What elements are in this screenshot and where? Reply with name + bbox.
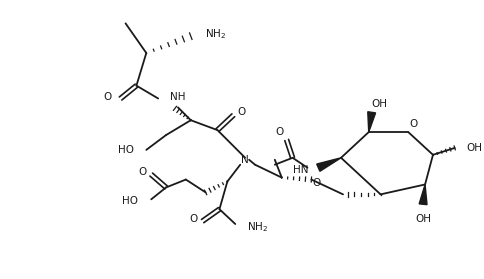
Text: OH: OH	[415, 214, 431, 224]
Text: N: N	[242, 155, 249, 165]
Text: O: O	[190, 214, 198, 224]
Text: HN: HN	[293, 165, 308, 175]
Polygon shape	[419, 184, 427, 205]
Text: OH: OH	[467, 143, 483, 153]
Text: NH$_2$: NH$_2$	[205, 27, 226, 41]
Text: NH$_2$: NH$_2$	[247, 220, 268, 234]
Text: OH: OH	[372, 99, 388, 109]
Text: O: O	[409, 119, 417, 129]
Text: O: O	[275, 127, 284, 137]
Text: O: O	[138, 167, 147, 177]
Polygon shape	[368, 112, 376, 132]
Text: O: O	[237, 107, 245, 117]
Text: NH: NH	[170, 92, 185, 102]
Text: O: O	[312, 177, 320, 187]
Polygon shape	[317, 158, 341, 171]
Text: HO: HO	[119, 145, 135, 155]
Text: O: O	[104, 92, 112, 102]
Text: HO: HO	[122, 196, 138, 206]
